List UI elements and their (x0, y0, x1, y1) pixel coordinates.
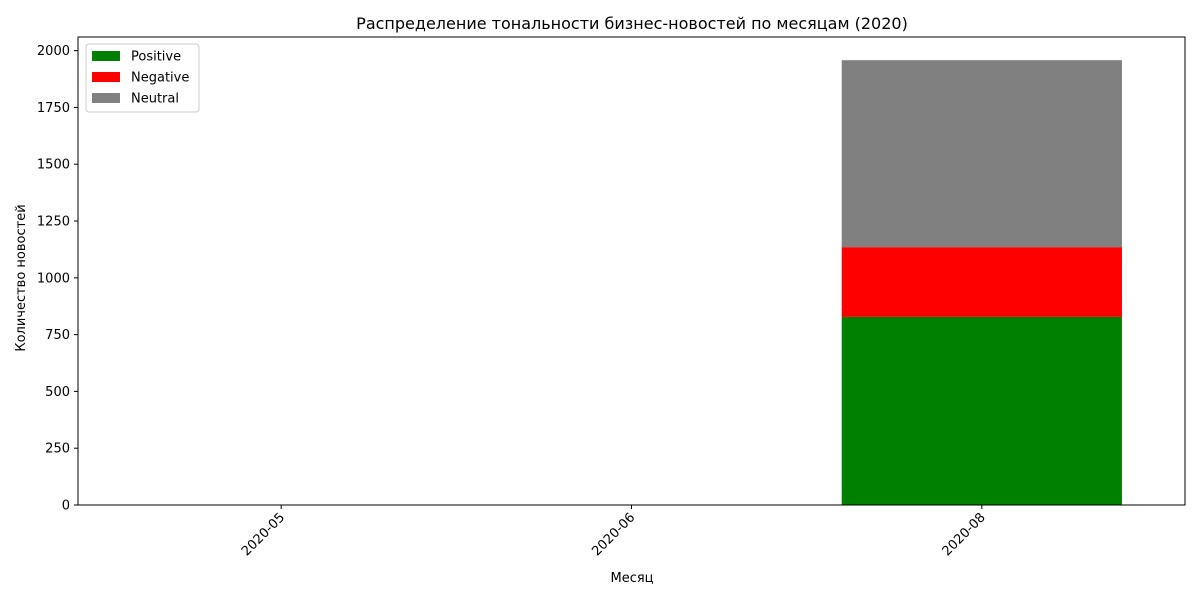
legend-label-positive: Positive (131, 50, 181, 65)
y-tick-label: 1000 (37, 271, 70, 286)
y-tick-label: 750 (45, 328, 70, 343)
y-tick-label: 1500 (37, 158, 70, 173)
y-tick-label: 0 (62, 499, 70, 514)
legend-label-neutral: Neutral (131, 92, 179, 107)
x-tick-label: 2020-05 (239, 510, 288, 559)
y-tick-label: 2000 (37, 44, 70, 59)
y-axis-title: Количество новостей (14, 204, 29, 351)
y-tick-label: 250 (45, 442, 70, 457)
legend-label-negative: Negative (131, 71, 189, 86)
y-tick-label: 1750 (37, 101, 70, 116)
chart-title: Распределение тональности бизнес-новосте… (356, 14, 908, 33)
legend-swatch-neutral (92, 93, 120, 103)
y-tick-label: 500 (45, 385, 70, 400)
bar-neutral-2020-08 (841, 60, 1122, 248)
bar-positive-2020-08 (841, 316, 1122, 505)
bars-layer (841, 60, 1122, 505)
legend: Positive Negative Neutral (85, 43, 200, 113)
legend-swatch-negative (92, 72, 120, 82)
x-tick-label: 2020-08 (940, 510, 989, 559)
x-axis-title: Месяц (610, 571, 653, 586)
y-tick-label: 1250 (37, 215, 70, 230)
legend-swatch-positive (92, 51, 120, 61)
bar-negative-2020-08 (841, 247, 1122, 317)
x-tick-label: 2020-06 (589, 510, 638, 559)
